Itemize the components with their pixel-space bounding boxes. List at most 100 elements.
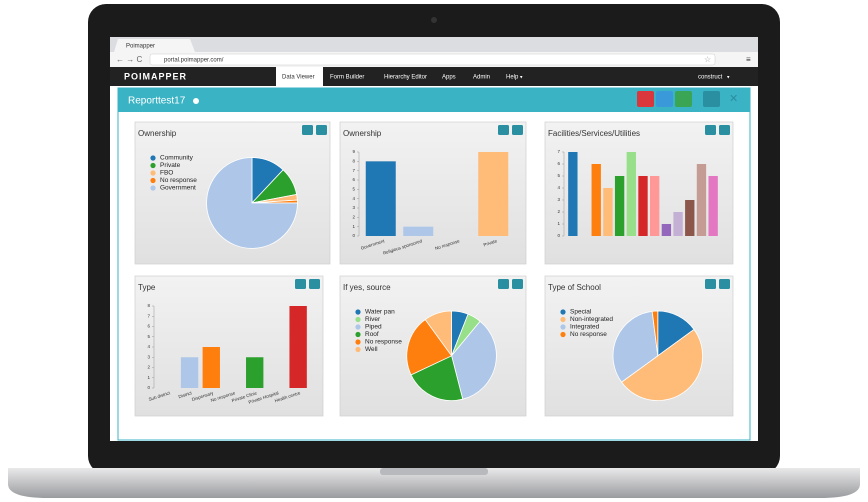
url-field[interactable] — [149, 53, 716, 66]
nav-active — [276, 67, 323, 86]
bar — [180, 357, 199, 388]
y-tick-label: 3 — [557, 197, 560, 202]
zoom-button[interactable] — [295, 279, 306, 289]
user-menu[interactable]: construct — [698, 75, 723, 81]
legend-swatch — [355, 309, 361, 315]
legend-label: No response — [160, 177, 197, 184]
tab[interactable] — [114, 39, 195, 52]
zoom-button[interactable] — [498, 279, 509, 289]
pie-slice — [406, 318, 453, 376]
y-tick-label: 6 — [352, 177, 355, 182]
y-tick-label: 1 — [352, 224, 355, 229]
legend-label: Piped — [365, 324, 382, 331]
y-tick-label: 6 — [557, 161, 560, 166]
pdf-button[interactable] — [637, 91, 654, 107]
pie-slice — [206, 157, 298, 249]
legend-label: Non-integrated — [570, 316, 613, 323]
legend-swatch — [150, 177, 156, 184]
pie-slice — [651, 310, 659, 356]
bar — [478, 152, 509, 236]
pie-slice — [424, 310, 452, 358]
legend-label: Special — [570, 309, 592, 316]
y-tick-label: 7 — [147, 313, 150, 318]
bar — [603, 188, 613, 236]
laptop-base — [8, 468, 860, 498]
caret: ▾ — [727, 74, 730, 80]
nav-item[interactable]: Form Builder — [330, 75, 364, 81]
app-navbar — [110, 67, 758, 86]
download-button[interactable] — [719, 279, 730, 289]
x-tick-label: Sub district — [148, 390, 171, 402]
bar — [696, 164, 707, 236]
y-tick-label: 0 — [557, 233, 560, 238]
report-header — [118, 88, 750, 112]
legend-swatch — [355, 346, 361, 353]
nav-item[interactable]: Apps — [442, 75, 456, 81]
nav-arrows[interactable]: ← → C — [116, 55, 142, 64]
legend-swatch — [150, 170, 156, 176]
zoom-button[interactable] — [705, 125, 716, 135]
legend-swatch — [560, 309, 566, 315]
tab-title: Poimapper — [126, 44, 155, 50]
y-tick-label: 4 — [557, 185, 560, 190]
y-tick-label: 8 — [352, 159, 355, 164]
menu[interactable]: ≡ — [746, 55, 751, 64]
legend-label: No response — [365, 339, 402, 346]
bar — [246, 357, 264, 388]
pie-slice — [612, 310, 659, 383]
y-tick-label: 7 — [352, 168, 355, 173]
nav-item[interactable]: Admin — [473, 75, 490, 81]
download-button[interactable] — [512, 125, 523, 135]
legend-label: FBO — [160, 170, 173, 177]
legend-swatch — [150, 185, 156, 191]
xls-button[interactable] — [675, 91, 692, 107]
y-tick-label: 7 — [557, 149, 560, 154]
download-button[interactable] — [719, 125, 730, 135]
zoom-button[interactable] — [705, 279, 716, 289]
legend-swatch — [560, 331, 566, 338]
download-button[interactable] — [512, 279, 523, 289]
url: portal.poimapper.com/ — [164, 58, 224, 64]
y-tick-label: 9 — [352, 149, 355, 154]
legend-swatch — [150, 162, 156, 169]
legend-label: Well — [365, 346, 378, 353]
caret: ▾ — [520, 74, 523, 80]
y-tick-label: 2 — [557, 209, 560, 214]
legend-swatch — [355, 316, 361, 323]
nav-item[interactable]: Data Viewer — [282, 75, 315, 81]
bar — [626, 152, 636, 236]
nav-item[interactable]: Hierarchy Editor — [384, 75, 427, 81]
info-icon[interactable] — [193, 98, 199, 104]
legend-swatch — [560, 316, 566, 323]
y-tick-label: 2 — [352, 215, 355, 220]
nav-item[interactable]: Help — [506, 75, 519, 81]
bar — [403, 226, 434, 236]
panel-title: Facilities/Services/Utilities — [548, 129, 640, 138]
legend-label: Integrated — [570, 324, 600, 331]
y-tick-label: 1 — [557, 221, 560, 226]
panel-title: Type — [138, 283, 156, 292]
y-tick-label: 5 — [147, 334, 150, 339]
legend-swatch — [355, 331, 361, 338]
bar — [289, 306, 307, 388]
y-tick-label: 4 — [352, 196, 355, 201]
y-tick-label: 4 — [147, 344, 150, 349]
y-tick-label: 3 — [147, 354, 150, 359]
bar — [591, 164, 601, 236]
download-button[interactable] — [316, 125, 327, 135]
pie-slice — [451, 320, 497, 400]
legend-swatch — [150, 155, 156, 161]
save-button[interactable] — [703, 91, 720, 107]
bar — [708, 176, 718, 236]
camera — [431, 17, 437, 23]
download-button[interactable] — [309, 279, 320, 289]
zoom-button[interactable] — [498, 125, 509, 135]
legend-swatch — [355, 339, 361, 345]
bar — [673, 212, 683, 236]
star[interactable]: ☆ — [704, 55, 711, 64]
close-button[interactable]: ✕ — [729, 93, 738, 105]
logo: POIMAPPER — [124, 71, 187, 81]
doc-button[interactable] — [656, 91, 673, 107]
zoom-button[interactable] — [302, 125, 313, 135]
